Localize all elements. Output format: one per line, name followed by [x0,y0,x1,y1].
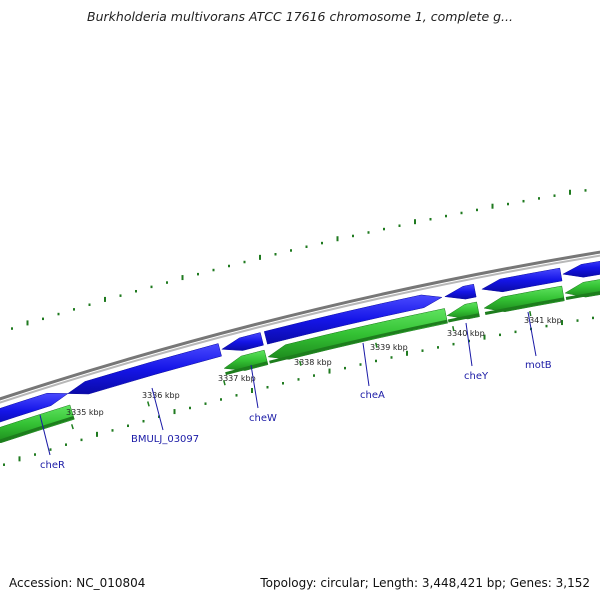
accession-label: Accession: NC_010804 [9,576,146,590]
gene-label-BMULJ_03097[interactable]: BMULJ_03097 [131,387,199,445]
gene-labels: cheR BMULJ_03097 cheW cheA cheY motB [39,311,552,471]
svg-text:cheY: cheY [464,371,489,382]
svg-text:cheW: cheW [249,413,277,424]
gene-label-cheR[interactable]: cheR [39,414,65,471]
kbp-label-3340: 3340 kbp [447,329,485,338]
gene-label-cheW[interactable]: cheW [249,364,277,424]
kbp-scale: 3335 kbp 3336 kbp 3337 kbp 3338 kbp 3339… [66,310,562,430]
svg-text:motB: motB [525,360,552,371]
svg-text:BMULJ_03097: BMULJ_03097 [131,434,199,445]
gc-skew-track-outer [11,189,587,330]
gene-label-cheY[interactable]: cheY [464,322,489,382]
chromosome-backbone [0,250,600,404]
gene-label-cheA[interactable]: cheA [360,342,385,401]
kbp-label-3336: 3336 kbp [142,391,180,400]
map-title: Burkholderia multivorans ATCC 17616 chro… [87,9,513,24]
kbp-label-3338: 3338 kbp [294,358,332,367]
reverse-gene-track [0,279,600,443]
gene-label-motB[interactable]: motB [525,311,552,371]
svg-text:cheA: cheA [360,390,385,401]
kbp-label-3335: 3335 kbp [66,408,104,417]
kbp-label-3339: 3339 kbp [370,343,408,352]
genome-summary: Topology: circular; Length: 3,448,421 bp… [260,576,590,590]
forward-gene-track [0,260,600,423]
kbp-label-3341: 3341 kbp [524,316,562,325]
kbp-label-3337: 3337 kbp [218,374,256,383]
svg-text:cheR: cheR [40,460,65,471]
